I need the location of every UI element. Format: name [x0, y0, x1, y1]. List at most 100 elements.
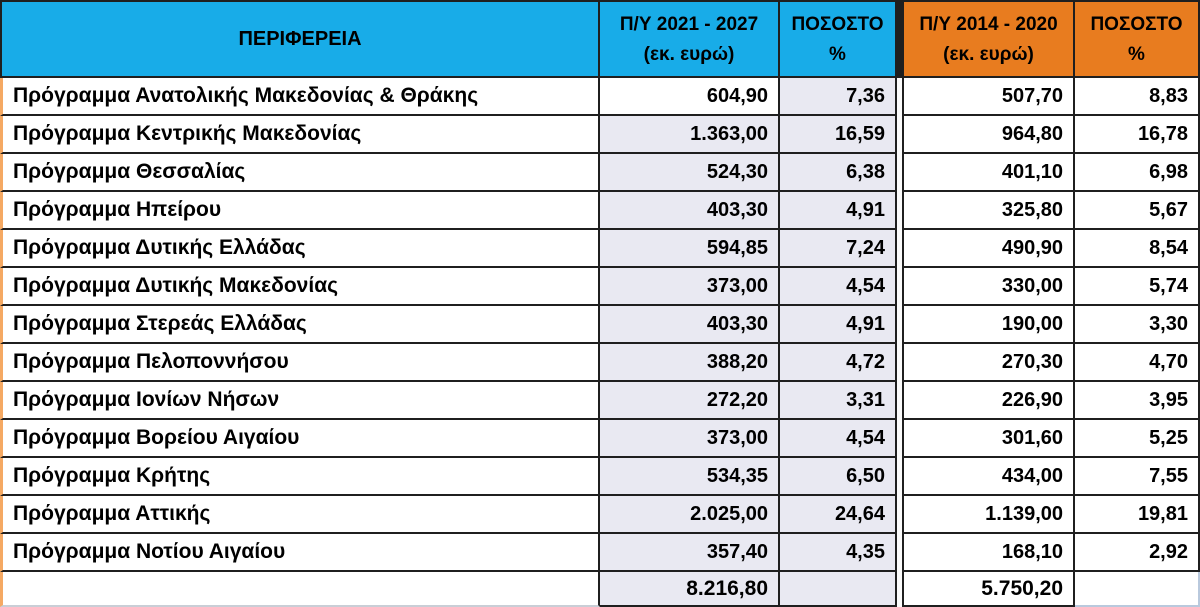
- header-pct-2021-2027[interactable]: ΠΟΣΟΣΤΟ %: [780, 0, 897, 78]
- budget-2021-2027-cell[interactable]: 594,85: [600, 230, 780, 268]
- pct-2014-2020-cell[interactable]: 3,95: [1075, 382, 1200, 420]
- pct-2014-2020-cell[interactable]: 2,92: [1075, 534, 1200, 572]
- pct-2014-2020-cell[interactable]: 3,30: [1075, 306, 1200, 344]
- header-budget-2014-2020-line1: Π/Υ 2014 - 2020: [919, 13, 1058, 35]
- budget-2014-2020-cell[interactable]: 270,30: [904, 344, 1075, 382]
- header-budget-2021-2027-line1: Π/Υ 2021 - 2027: [619, 13, 759, 35]
- budget-2021-2027-cell[interactable]: 388,20: [600, 344, 780, 382]
- budget-2014-2020-cell[interactable]: 190,00: [904, 306, 1075, 344]
- pct-2021-2027-cell[interactable]: 4,54: [780, 420, 897, 458]
- column-separator: [897, 154, 904, 192]
- budget-2021-2027-cell[interactable]: 373,00: [600, 420, 780, 458]
- column-separator: [897, 268, 904, 306]
- column-separator: [897, 534, 904, 572]
- budget-2021-2027-cell[interactable]: 403,30: [600, 192, 780, 230]
- budget-2014-2020-cell[interactable]: 507,70: [904, 78, 1075, 116]
- region-cell[interactable]: Πρόγραμμα Ηπείρου: [0, 192, 600, 230]
- budget-2014-2020-cell[interactable]: 1.139,00: [904, 496, 1075, 534]
- pct-2014-2020-cell[interactable]: 6,98: [1075, 154, 1200, 192]
- column-separator: [897, 344, 904, 382]
- column-separator: [897, 306, 904, 344]
- pct-2021-2027-cell[interactable]: 4,54: [780, 268, 897, 306]
- budget-2021-2027-cell[interactable]: 534,35: [600, 458, 780, 496]
- region-cell[interactable]: Πρόγραμμα Δυτικής Μακεδονίας: [0, 268, 600, 306]
- pct-2021-2027-cell[interactable]: 16,59: [780, 116, 897, 154]
- header-region[interactable]: ΠΕΡΙΦΕΡΕΙΑ: [0, 0, 600, 78]
- region-cell[interactable]: Πρόγραμμα Ανατολικής Μακεδονίας & Θράκης: [0, 78, 600, 116]
- column-separator: [897, 192, 904, 230]
- region-cell[interactable]: Πρόγραμμα Νοτίου Αιγαίου: [0, 534, 600, 572]
- pct-2021-2027-cell[interactable]: 4,35: [780, 534, 897, 572]
- region-cell[interactable]: Πρόγραμμα Ιονίων Νήσων: [0, 382, 600, 420]
- pct-2014-2020-cell[interactable]: 5,67: [1075, 192, 1200, 230]
- column-separator: [897, 572, 904, 607]
- totals-budget-2014-2020-cell[interactable]: 5.750,20: [904, 572, 1075, 607]
- pct-2014-2020-cell[interactable]: 5,74: [1075, 268, 1200, 306]
- column-separator: [897, 78, 904, 116]
- region-cell[interactable]: Πρόγραμμα Θεσσαλίας: [0, 154, 600, 192]
- pct-2021-2027-cell[interactable]: 7,24: [780, 230, 897, 268]
- pct-2021-2027-cell[interactable]: 6,50: [780, 458, 897, 496]
- header-budget-2014-2020[interactable]: Π/Υ 2014 - 2020 (εκ. ευρώ): [904, 0, 1075, 78]
- pct-2014-2020-cell[interactable]: 8,83: [1075, 78, 1200, 116]
- budget-2014-2020-cell[interactable]: 325,80: [904, 192, 1075, 230]
- pct-2021-2027-cell[interactable]: 6,38: [780, 154, 897, 192]
- region-cell[interactable]: Πρόγραμμα Πελοποννήσου: [0, 344, 600, 382]
- budget-2014-2020-cell[interactable]: 434,00: [904, 458, 1075, 496]
- header-budget-2021-2027[interactable]: Π/Υ 2021 - 2027 (εκ. ευρώ): [600, 0, 780, 78]
- region-cell[interactable]: Πρόγραμμα Αττικής: [0, 496, 600, 534]
- region-cell[interactable]: Πρόγραμμα Κεντρικής Μακεδονίας: [0, 116, 600, 154]
- budget-2021-2027-cell[interactable]: 272,20: [600, 382, 780, 420]
- column-separator: [897, 458, 904, 496]
- budget-2021-2027-cell[interactable]: 524,30: [600, 154, 780, 192]
- budget-2014-2020-cell[interactable]: 226,90: [904, 382, 1075, 420]
- budget-2014-2020-cell[interactable]: 330,00: [904, 268, 1075, 306]
- column-separator: [897, 230, 904, 268]
- pct-2014-2020-cell[interactable]: 16,78: [1075, 116, 1200, 154]
- pct-2021-2027-cell[interactable]: 3,31: [780, 382, 897, 420]
- header-pct-2021-2027-line1: ΠΟΣΟΣΤΟ: [791, 13, 884, 35]
- header-region-label: ΠΕΡΙΦΕΡΕΙΑ: [238, 28, 362, 50]
- budget-2014-2020-cell[interactable]: 401,10: [904, 154, 1075, 192]
- budget-2014-2020-cell[interactable]: 964,80: [904, 116, 1075, 154]
- pct-2021-2027-cell[interactable]: 4,72: [780, 344, 897, 382]
- budget-2014-2020-cell[interactable]: 301,60: [904, 420, 1075, 458]
- budget-2021-2027-cell[interactable]: 403,30: [600, 306, 780, 344]
- pct-2014-2020-cell[interactable]: 19,81: [1075, 496, 1200, 534]
- budget-2014-2020-cell[interactable]: 490,90: [904, 230, 1075, 268]
- budget-2021-2027-cell[interactable]: 357,40: [600, 534, 780, 572]
- pct-2021-2027-cell[interactable]: 7,36: [780, 78, 897, 116]
- header-pct-2021-2027-line2: %: [829, 43, 846, 65]
- pct-2014-2020-cell[interactable]: 4,70: [1075, 344, 1200, 382]
- pct-2014-2020-cell[interactable]: 7,55: [1075, 458, 1200, 496]
- pct-2014-2020-cell[interactable]: 8,54: [1075, 230, 1200, 268]
- region-cell[interactable]: Πρόγραμμα Κρήτης: [0, 458, 600, 496]
- totals-budget-2021-2027-cell[interactable]: 8.216,80: [600, 572, 780, 607]
- region-cell[interactable]: Πρόγραμμα Βορείου Αιγαίου: [0, 420, 600, 458]
- budget-2021-2027-cell[interactable]: 604,90: [600, 78, 780, 116]
- column-separator: [897, 382, 904, 420]
- column-separator: [897, 0, 904, 78]
- totals-pct-2021-2027-cell[interactable]: [780, 572, 897, 607]
- header-budget-2021-2027-line2: (εκ. ευρώ): [643, 43, 735, 65]
- pct-2021-2027-cell[interactable]: 4,91: [780, 306, 897, 344]
- budget-2021-2027-cell[interactable]: 2.025,00: [600, 496, 780, 534]
- header-pct-2014-2020-line1: ΠΟΣΟΣΤΟ: [1090, 13, 1183, 35]
- pct-2021-2027-cell[interactable]: 24,64: [780, 496, 897, 534]
- column-separator: [897, 116, 904, 154]
- column-separator: [897, 420, 904, 458]
- column-separator: [897, 496, 904, 534]
- budget-2021-2027-cell[interactable]: 1.363,00: [600, 116, 780, 154]
- region-cell[interactable]: Πρόγραμμα Στερεάς Ελλάδας: [0, 306, 600, 344]
- header-pct-2014-2020[interactable]: ΠΟΣΟΣΤΟ %: [1075, 0, 1200, 78]
- header-budget-2014-2020-line2: (εκ. ευρώ): [943, 43, 1034, 65]
- budget-2021-2027-cell[interactable]: 373,00: [600, 268, 780, 306]
- header-pct-2014-2020-line2: %: [1128, 43, 1145, 65]
- pct-2014-2020-cell[interactable]: 5,25: [1075, 420, 1200, 458]
- totals-empty-region-cell[interactable]: [0, 572, 600, 607]
- totals-pct-2014-2020-cell[interactable]: [1075, 572, 1200, 607]
- pct-2021-2027-cell[interactable]: 4,91: [780, 192, 897, 230]
- budget-2014-2020-cell[interactable]: 168,10: [904, 534, 1075, 572]
- region-cell[interactable]: Πρόγραμμα Δυτικής Ελλάδας: [0, 230, 600, 268]
